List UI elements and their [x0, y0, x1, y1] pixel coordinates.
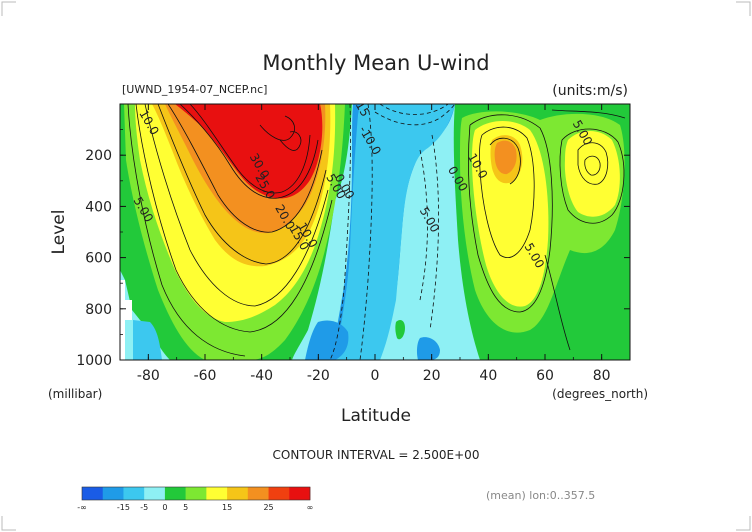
x-tick-label: 20 — [423, 368, 441, 384]
file-label: [UWND_1954-07_NCEP.nc] — [122, 83, 267, 96]
colorbar-label: 0 — [162, 503, 167, 512]
contour-line — [179, 104, 319, 199]
contour-line — [379, 104, 449, 115]
colorbar-label: -5 — [140, 503, 148, 512]
colorbar-swatch — [206, 487, 228, 500]
y-axis-label: Level — [49, 210, 69, 255]
y-tick-label: 400 — [85, 199, 112, 215]
field-green-patch-eq — [395, 320, 405, 340]
contour-line — [259, 115, 295, 141]
y-tick-label: 200 — [85, 148, 112, 164]
contour-line — [468, 114, 553, 313]
y-tick-label: 800 — [85, 302, 112, 318]
field-yellow-north-a — [472, 121, 549, 307]
field-red-south — [175, 104, 323, 199]
colorbar-label: -15 — [117, 503, 130, 512]
x-tick-label: -60 — [194, 368, 217, 384]
chart-title: Monthly Mean U-wind — [262, 51, 489, 75]
contour-labels: 10.05.0030.025.020.015.010.05.000.00-10.… — [131, 104, 596, 271]
x-tick-label: 60 — [536, 368, 554, 384]
contour-line — [479, 126, 535, 258]
colorbar-swatch — [247, 487, 269, 500]
x-axis-label: Latitude — [341, 406, 411, 426]
contour-line — [359, 104, 373, 360]
field-blue-patch-low — [305, 320, 349, 360]
colorbar-label: 25 — [263, 503, 273, 512]
contour-interval-text: CONTOUR INTERVAL = 2.500E+00 — [273, 448, 480, 462]
colorbar-frame — [81, 486, 311, 501]
contour-line — [157, 104, 327, 265]
contour-line — [584, 155, 601, 176]
contour-line — [577, 142, 609, 185]
field-blue-patch-surface — [416, 337, 440, 360]
contour-field: 10.05.0030.025.020.015.010.05.000.00-10.… — [120, 104, 630, 360]
contour-line — [544, 254, 571, 351]
colorbar-swatch — [144, 487, 166, 500]
colorbar-label: ∞ — [307, 503, 314, 512]
colorbar-swatch — [164, 487, 186, 500]
contour-line — [127, 104, 246, 357]
x-units-label: (degrees_north) — [552, 387, 648, 401]
contour-line — [429, 134, 439, 331]
contour-line — [189, 104, 311, 194]
colorbar-swatch — [268, 487, 290, 500]
field-cyan-mid — [335, 104, 455, 360]
colorbar-swatch — [102, 487, 124, 500]
units-label: (units:m/s) — [552, 83, 628, 99]
contour-line — [135, 104, 333, 333]
contour-line — [279, 131, 302, 151]
x-axis: -80 -60 -40 -20 0 20 40 60 80 — [119, 104, 631, 384]
x-tick-label: 80 — [593, 368, 611, 384]
contour-line — [329, 104, 351, 360]
contour-line — [167, 104, 323, 233]
colorbar-swatch — [289, 487, 311, 500]
x-tick-label: 40 — [479, 368, 497, 384]
y-tick-label: 1000 — [76, 353, 112, 369]
colorbar-swatch — [82, 487, 104, 500]
colorbar-label: 5 — [183, 503, 188, 512]
field-orange-north — [494, 140, 517, 175]
colorbar-label: 15 — [222, 503, 232, 512]
field-cyan-patch-sw — [133, 320, 162, 360]
y-units-label: (millibar) — [48, 387, 102, 401]
y-tick-label: 600 — [85, 251, 112, 267]
colorbar-swatch — [227, 487, 249, 500]
footer-text: (mean) lon:0..357.5 — [486, 489, 595, 502]
field-yellow-north-b — [564, 131, 620, 217]
contour-lines — [127, 104, 626, 360]
colorbar: -∞ -15 -5 0 5 15 25 ∞ — [77, 486, 314, 512]
contour-line — [419, 149, 428, 301]
colorbar-label: -∞ — [77, 503, 87, 512]
x-tick-label: -20 — [307, 368, 330, 384]
contour-line — [559, 128, 625, 224]
contour-line — [144, 104, 329, 307]
colorbar-swatch — [123, 487, 145, 500]
x-tick-label: -80 — [137, 368, 160, 384]
x-tick-label: -40 — [250, 368, 273, 384]
contour-line — [374, 104, 456, 126]
field-white-notch — [120, 280, 132, 360]
colorbar-swatch — [185, 487, 207, 500]
y-axis: 200 400 600 800 1000 — [76, 129, 630, 369]
x-tick-label: 0 — [371, 368, 380, 384]
contour-line — [551, 109, 626, 119]
contour-line — [489, 137, 521, 185]
